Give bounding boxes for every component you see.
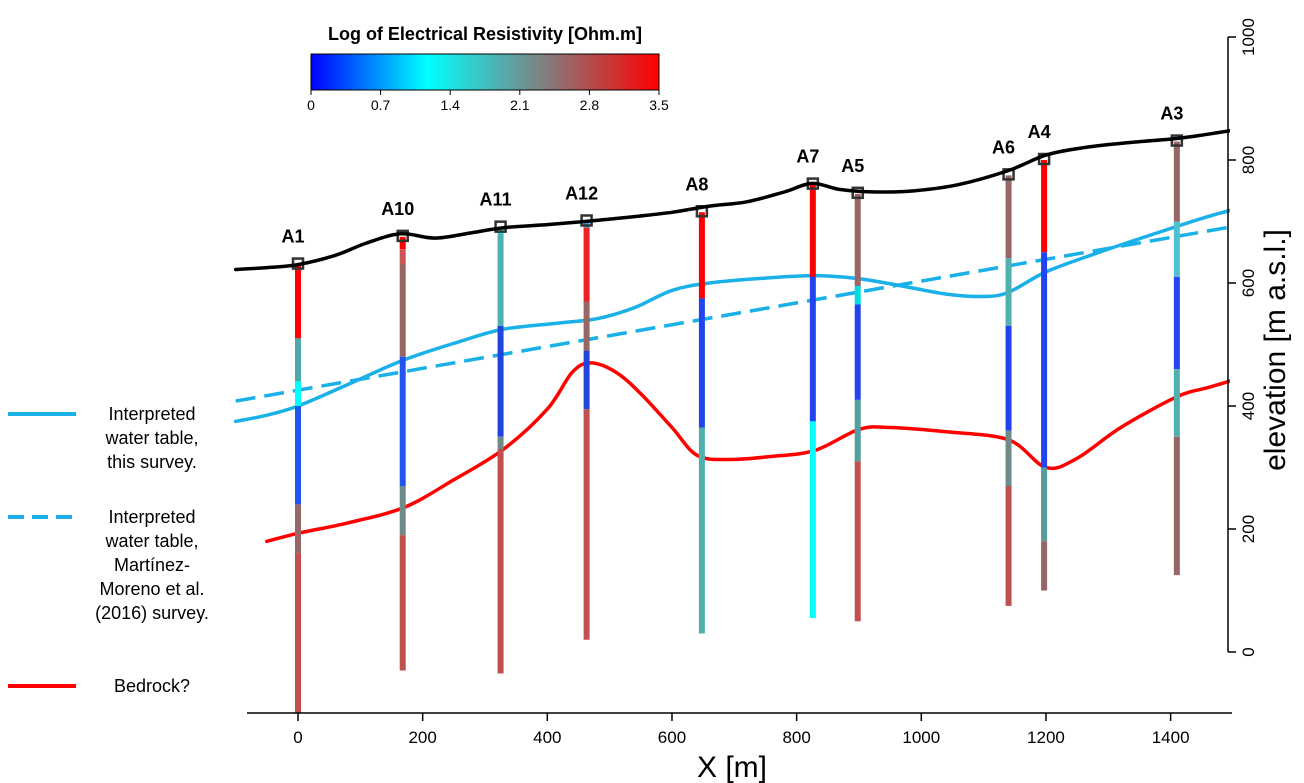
colorbar-tick-label: 1.4: [440, 97, 460, 113]
y-tick-label: 400: [1239, 392, 1258, 420]
colorbar-gradient: [310, 53, 660, 91]
well-a4: A4: [1028, 122, 1051, 591]
well-a10: A10: [381, 199, 414, 671]
ground-surface-line: [233, 128, 1230, 272]
well-label: A12: [565, 184, 598, 204]
y-tick-label: 800: [1239, 146, 1258, 174]
legend-label: Bedrock?: [114, 676, 190, 696]
x-tick-label: 400: [533, 728, 561, 747]
colorbar-tick-label: 2.1: [510, 97, 530, 113]
well-a11: A11: [480, 190, 512, 674]
legend-label: Moreno et al.: [99, 579, 204, 599]
y-axis-title: elevation [m a.s.l.]: [1259, 229, 1292, 471]
legend-label: this survey.: [107, 452, 197, 472]
x-tick-label: 0: [293, 728, 302, 747]
legend-item-1: Interpreted water table, this survey.: [8, 404, 199, 472]
well-a7: A7: [796, 147, 819, 619]
well-label: A1: [281, 227, 304, 247]
well-a1: A1: [281, 227, 305, 714]
x-tick-label: 600: [658, 728, 686, 747]
legend-label: water table,: [104, 531, 198, 551]
legend-item-3: Bedrock?: [8, 676, 190, 696]
y-axis: 0 200 400 600 800 1000: [1227, 18, 1258, 657]
well-a3: A3: [1160, 104, 1183, 576]
colorbar-tick-label: 2.8: [580, 97, 600, 113]
legend-label: Interpreted: [108, 404, 195, 424]
legend-label: (2016) survey.: [95, 603, 209, 623]
series-line-3: [265, 361, 1230, 544]
well-label: A8: [685, 174, 708, 194]
y-tick-label: 0: [1239, 647, 1258, 656]
y-tick-label: 200: [1239, 515, 1258, 543]
y-tick-label: 600: [1239, 269, 1258, 297]
well-label: A5: [841, 156, 864, 176]
x-tick-label: 1000: [902, 728, 940, 747]
colorbar-tick-label: 3.5: [649, 97, 669, 113]
well-label: A10: [381, 199, 414, 219]
colorbar-tick-label: 0.7: [371, 97, 391, 113]
x-axis: 0 200 400 600 800 1000 1200 1400: [247, 712, 1232, 747]
colorbar-tick-label: 0: [307, 97, 315, 113]
x-tick-label: 1200: [1027, 728, 1065, 747]
plot-area: A1 A10 A11 A12 A8 A7 A5 A6 A4 A3: [233, 104, 1230, 714]
well-a8: A8: [685, 174, 708, 634]
y-tick-label: 1000: [1239, 18, 1258, 56]
legend-label: Interpreted: [108, 507, 195, 527]
colorbar-ticks: 0 0.7 1.4 2.1 2.8 3.5: [307, 90, 669, 113]
x-tick-label: 1400: [1152, 728, 1190, 747]
legend-label: water table,: [104, 428, 198, 448]
series-line-2: [235, 225, 1228, 403]
legend-item-2: Interpreted water table, Martínez- Moreno e…: [8, 507, 209, 623]
x-tick-label: 200: [408, 728, 436, 747]
well-label: A6: [992, 137, 1015, 157]
colorbar-title: Log of Electrical Resistivity [Ohm.m]: [328, 24, 642, 44]
well-label: A4: [1028, 122, 1051, 142]
legend-label: Martínez-: [114, 555, 190, 575]
well-label: A11: [480, 190, 512, 210]
well-a6: A6: [992, 137, 1015, 606]
x-tick-label: 800: [782, 728, 810, 747]
well-label: A3: [1160, 104, 1183, 124]
well-a12: A12: [565, 184, 598, 640]
x-axis-title: X [m]: [697, 751, 767, 783]
well-label: A7: [796, 147, 819, 167]
well-a5: A5: [841, 156, 864, 622]
